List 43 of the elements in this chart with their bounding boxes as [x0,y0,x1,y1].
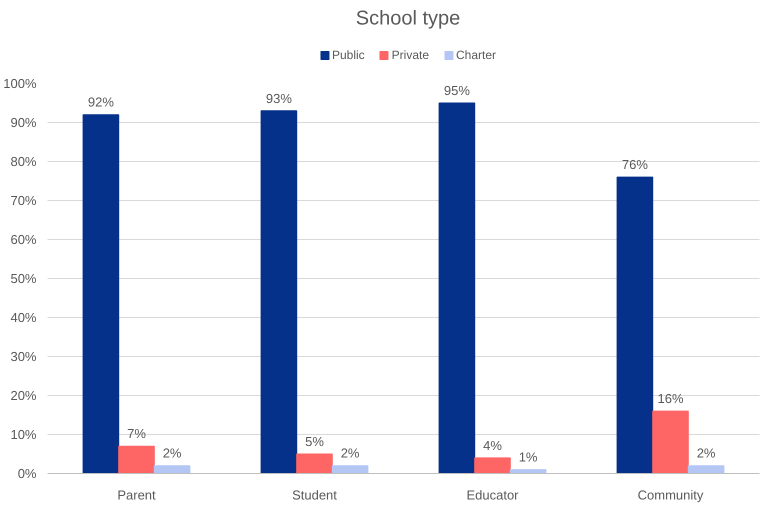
x-tick-label: Community [638,488,704,502]
data-label: 2% [162,446,182,461]
bar [616,176,654,474]
data-label: 93% [266,90,292,106]
bar [154,465,190,474]
data-label: 76% [622,157,648,172]
bar [438,102,476,474]
bar [118,446,155,474]
bar [332,465,368,474]
data-label: 4% [483,438,502,453]
chart-title: School type [356,8,460,30]
y-tick-label: 60% [10,232,37,247]
bar [688,465,724,474]
data-label: 5% [305,434,324,449]
legend-label: Private [392,48,430,62]
y-tick-label: 80% [10,154,37,169]
data-label: 95% [444,83,470,98]
x-tick-label: Parent [117,488,156,502]
data-label: 2% [696,446,716,461]
data-label: 7% [127,426,146,442]
y-tick-label: 100% [3,76,37,91]
data-label: 1% [518,450,538,465]
data-label: 2% [340,446,360,461]
bar [652,410,689,474]
legend-label: Charter [456,48,496,62]
y-tick-label: 0% [18,466,37,481]
y-tick-label: 30% [10,349,37,364]
y-tick-label: 20% [10,388,37,403]
x-tick-label: Student [292,488,338,502]
bar [474,457,511,474]
bar [296,454,333,474]
y-tick-label: 40% [10,310,37,325]
data-label: 92% [88,94,114,110]
y-tick-label: 90% [10,115,37,130]
bar [260,110,298,474]
x-tick-label: Educator [466,488,520,502]
y-tick-label: 10% [10,427,37,442]
y-tick-label: 50% [10,271,37,286]
data-label: 16% [657,391,684,406]
y-tick-label: 70% [10,193,37,208]
bar [510,469,546,474]
bar [82,114,120,474]
legend-label: Public [332,48,365,62]
